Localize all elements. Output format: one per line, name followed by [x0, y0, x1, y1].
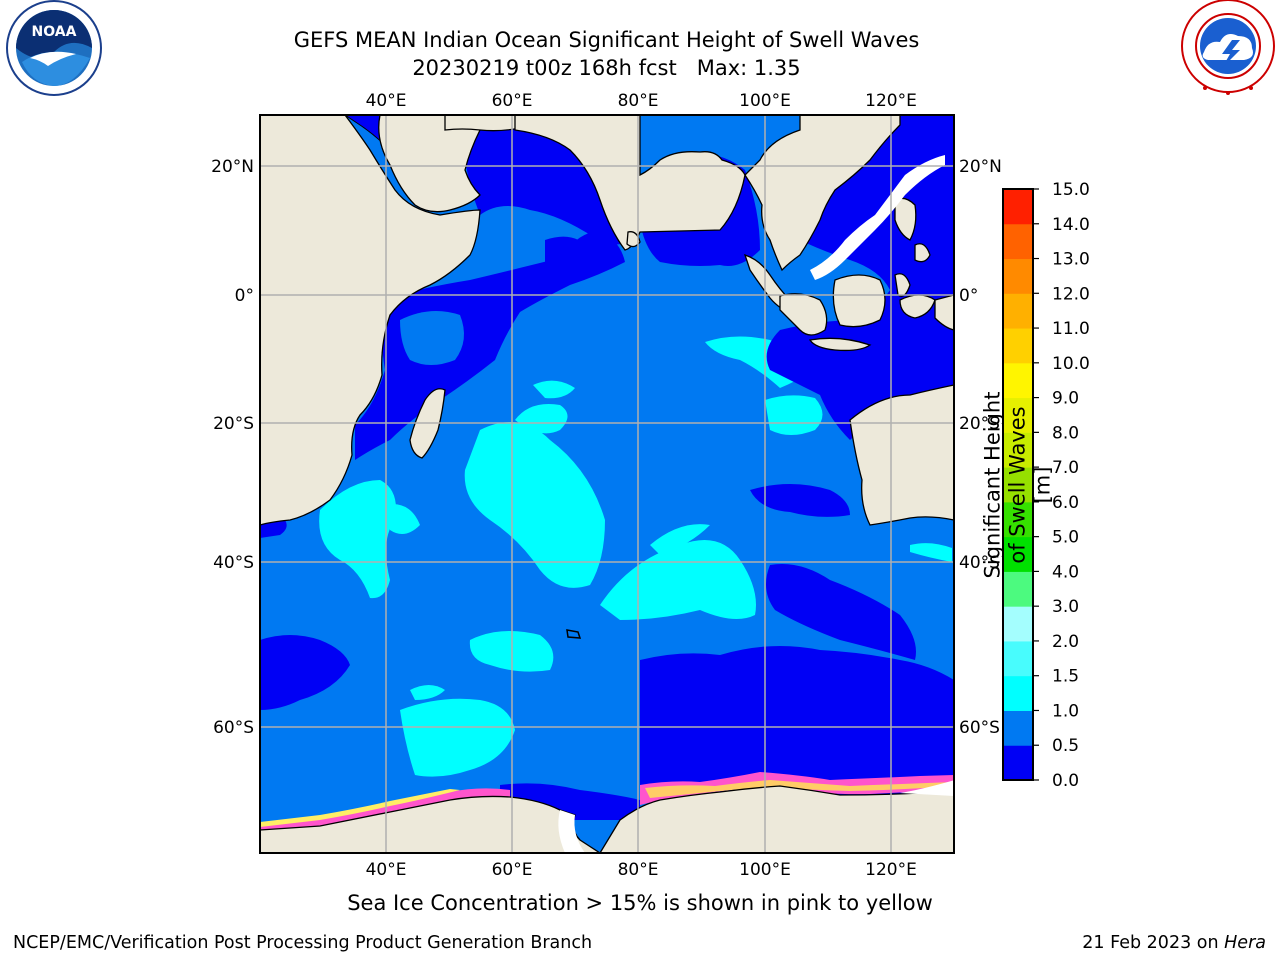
land-masses — [260, 115, 954, 853]
colorbar-segment — [1003, 536, 1033, 572]
colorbar-segment — [1003, 675, 1033, 711]
colorbar-tick-label: 6.0 — [1052, 493, 1079, 513]
colorbar-segment — [1003, 501, 1033, 538]
lon-label: 100°E — [739, 860, 791, 880]
colorbar-segment — [1003, 328, 1033, 364]
lat-label: 40°S — [213, 553, 254, 573]
footer-left: NCEP/EMC/Verification Post Processing Pr… — [13, 933, 593, 953]
lat-label: 20°S — [959, 414, 1000, 434]
colorbar-tick-label: 14.0 — [1052, 215, 1090, 235]
nws-logo — [1181, 0, 1275, 95]
colorbar-tick-label: 9.0 — [1052, 389, 1079, 409]
lon-label: 120°E — [865, 860, 917, 880]
colorbar-tick-label: 10.0 — [1052, 354, 1090, 374]
colorbar-tick-label: 8.0 — [1052, 423, 1079, 443]
chart-title: GEFS MEAN Indian Ocean Significant Heigh… — [293, 28, 920, 52]
colorbar-segment — [1003, 362, 1033, 399]
colorbar-tick-label: 0.5 — [1052, 736, 1079, 756]
no-data-areas — [558, 155, 954, 853]
cyan-swell-regions — [319, 336, 952, 777]
colorbar — [1003, 189, 1033, 781]
colorbar-segment — [1003, 223, 1033, 260]
noaa-logo-text: NOAA — [32, 24, 77, 40]
lat-labels-right: 20°N 0° 20°S 40°S 60°S — [959, 157, 1002, 738]
colorbar-frame — [1002, 188, 1034, 781]
lon-label: 80°E — [618, 860, 659, 880]
footer-host: Hera — [1224, 933, 1266, 953]
colorbar-segment — [1003, 293, 1033, 329]
colorbar-segment — [1003, 258, 1033, 294]
lat-label: 20°S — [213, 414, 254, 434]
colorbar-tick-label: 5.0 — [1052, 528, 1079, 548]
footer-date: 21 Feb 2023 on — [1082, 933, 1225, 953]
colorbar-tick-label: 1.5 — [1052, 667, 1079, 687]
lon-label: 120°E — [865, 91, 917, 111]
lat-labels-left: 20°N 0° 20°S 40°S 60°S — [211, 157, 254, 738]
lat-label: 60°S — [213, 718, 254, 738]
lat-label: 20°N — [959, 157, 1002, 177]
colorbar-segment — [1003, 189, 1033, 225]
colorbar-segment — [1003, 710, 1033, 746]
colorbar-segment — [1003, 606, 1033, 642]
lat-label: 40°S — [959, 553, 1000, 573]
map-frame — [259, 114, 955, 854]
lon-label: 100°E — [739, 91, 791, 111]
lat-label: 60°S — [959, 718, 1000, 738]
colorbar-label: Significant Height of Swell Waves [m] — [980, 391, 1055, 579]
colorbar-tick-label: 2.0 — [1052, 632, 1079, 652]
colorbar-tick-label: 12.0 — [1052, 284, 1090, 304]
colorbar-segment — [1003, 745, 1033, 781]
colorbar-segment — [1003, 467, 1033, 503]
colorbar-ticks: 0.0 0.5 1.0 1.5 2.0 3.0 4.0 5.0 6.0 7.0 8.0 9.0 10.0… — [1033, 180, 1090, 791]
colorbar-tick-label: 15.0 — [1052, 180, 1090, 200]
lon-label: 80°E — [618, 91, 659, 111]
colorbar-tick-label: 7.0 — [1052, 458, 1079, 478]
footer-right: 21 Feb 2023 on Hera — [1082, 933, 1266, 953]
chart-subtitle: 20230219 t00z 168h fcst Max: 1.35 — [412, 56, 801, 80]
colorbar-segment — [1003, 397, 1033, 433]
colorbar-tick-label: 3.0 — [1052, 597, 1079, 617]
colorbar-tick-label: 11.0 — [1052, 319, 1090, 339]
graticule — [260, 115, 954, 853]
kerguelen-island — [566, 629, 582, 639]
lat-label: 20°N — [211, 157, 254, 177]
colorbar-tick-label: 4.0 — [1052, 562, 1079, 582]
lon-label: 60°E — [492, 91, 533, 111]
lat-label: 0° — [235, 286, 254, 306]
colorbar-segment — [1003, 571, 1033, 607]
lon-label: 60°E — [492, 860, 533, 880]
lon-labels-bottom: 40°E 60°E 80°E 100°E 120°E — [366, 860, 917, 880]
lon-label: 40°E — [366, 91, 407, 111]
lat-label: 0° — [959, 286, 978, 306]
noaa-logo: NOAA — [6, 0, 102, 96]
colorbar-tick-label: 1.0 — [1052, 701, 1079, 721]
colorbar-tick-label: 0.0 — [1052, 771, 1079, 791]
colorbar-segment — [1003, 432, 1033, 468]
lon-labels-top: 40°E 60°E 80°E 100°E 120°E — [366, 91, 917, 111]
map-area — [260, 115, 954, 853]
colorbar-segment — [1003, 640, 1033, 677]
caption: Sea Ice Concentration > 15% is shown in … — [347, 891, 933, 915]
colorbar-tick-label: 13.0 — [1052, 250, 1090, 270]
lon-label: 40°E — [366, 860, 407, 880]
